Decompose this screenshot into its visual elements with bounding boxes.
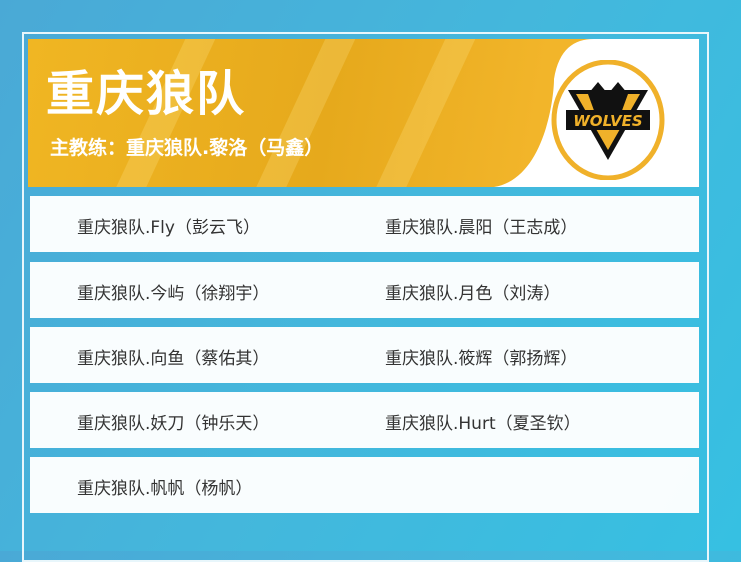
head-coach: 主教练：重庆狼队.黎洛（马鑫） (50, 137, 324, 159)
team-title: 重庆狼队 (46, 66, 247, 122)
player-name: 重庆狼队.向鱼（蔡佑其） (77, 349, 270, 369)
player-row: 重庆狼队.今屿（徐翔宇） 重庆狼队.月色（刘涛） (30, 262, 699, 318)
player-name: 重庆狼队.今屿（徐翔宇） (77, 284, 270, 304)
player-name: 重庆狼队.晨阳（王志成） (385, 218, 578, 238)
player-name: 重庆狼队.Hurt（夏圣钦） (385, 414, 581, 434)
player-name: 重庆狼队.Fly（彭云飞） (77, 218, 260, 238)
svg-text:WOLVES: WOLVES (573, 112, 642, 130)
player-name: 重庆狼队.筱辉（郭扬辉） (385, 349, 578, 369)
wolves-logo-icon: WOLVES (551, 60, 665, 180)
player-name: 重庆狼队.妖刀（钟乐天） (77, 414, 270, 434)
player-name: 重庆狼队.月色（刘涛） (385, 284, 561, 304)
player-row: 重庆狼队.向鱼（蔡佑其） 重庆狼队.筱辉（郭扬辉） (30, 327, 699, 383)
player-row: 重庆狼队.Fly（彭云飞） 重庆狼队.晨阳（王志成） (30, 196, 699, 252)
player-row: 重庆狼队.帆帆（杨帆） (30, 457, 699, 513)
player-row: 重庆狼队.妖刀（钟乐天） 重庆狼队.Hurt（夏圣钦） (30, 392, 699, 448)
player-name: 重庆狼队.帆帆（杨帆） (77, 479, 253, 499)
